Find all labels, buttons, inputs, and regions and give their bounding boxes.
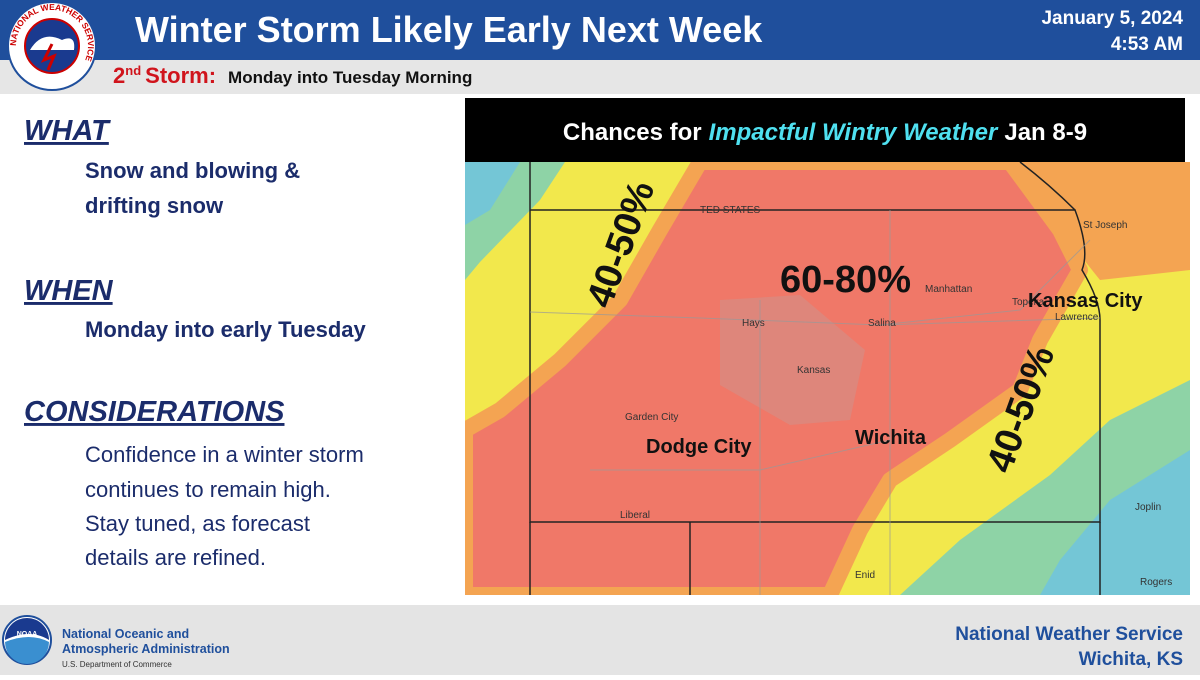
noaa-sea — [5, 637, 49, 664]
section-heading: WHAT — [24, 115, 111, 147]
section-line: continues to remain high. — [85, 477, 331, 502]
noaa-logo-text: NOAA — [17, 631, 38, 638]
zone-lowest — [465, 162, 520, 225]
subheader-bar — [0, 60, 1200, 94]
section-line: Monday into early Tuesday — [85, 317, 367, 342]
department: U.S. Department of Commerce — [62, 660, 172, 669]
place-label: TED STATES — [700, 205, 761, 216]
city-label: Kansas City — [1028, 290, 1143, 312]
zone-high-core — [720, 295, 865, 425]
date: January 5, 2024 — [1041, 8, 1183, 29]
zone-lowest — [1040, 450, 1190, 595]
agency-name: Atmospheric Administration — [62, 642, 230, 656]
footer-bar — [0, 605, 1200, 675]
agency-name: National Oceanic and — [62, 627, 189, 641]
kansas-border — [529, 162, 1101, 523]
map: TED STATES St Joseph Manhattan Topeka La… — [465, 162, 1190, 595]
place-label: Lawrence — [1055, 312, 1099, 323]
road — [590, 439, 891, 471]
storm-line: 2nd Storm: Monday into Tuesday Morning — [113, 63, 472, 88]
section-line: Stay tuned, as forecast — [85, 511, 310, 536]
office-name: National Weather Service — [955, 624, 1183, 645]
place-label: Rogers — [1140, 577, 1172, 588]
section-heading: WHEN — [24, 275, 114, 307]
place-label: Manhattan — [925, 284, 972, 295]
section-line: Confidence in a winter storm — [85, 442, 364, 467]
logo-bolt — [40, 43, 57, 71]
place-label: Garden City — [625, 412, 678, 423]
section-line: Snow and blowing & — [85, 158, 300, 183]
place-label: St Joseph — [1083, 220, 1127, 231]
noaa-sky — [5, 618, 49, 640]
state-borders — [529, 162, 1101, 595]
roads — [529, 210, 1101, 595]
storm-timing: Monday into Tuesday Morning — [228, 68, 472, 87]
logo-cloud — [30, 36, 75, 50]
road — [879, 239, 1091, 326]
place-label: Topeka — [1012, 297, 1045, 308]
border-line — [1019, 162, 1076, 211]
office-location: Wichita, KS — [1079, 649, 1183, 670]
place-label: Joplin — [1135, 502, 1161, 513]
map-title-suffix: Jan 8-9 — [1004, 119, 1087, 146]
section-line: details are refined. — [85, 545, 266, 570]
place-label: Salina — [868, 318, 896, 329]
time: 4:53 AM — [1111, 34, 1183, 55]
map-title-highlight: Impactful Wintry Weather — [709, 119, 999, 146]
storm-label: Storm: — [145, 63, 216, 88]
map-title-prefix: Chances for — [563, 119, 702, 146]
city-label: Dodge City — [646, 436, 752, 458]
place-label: Enid — [855, 570, 875, 581]
slide-title: Winter Storm Likely Early Next Week — [135, 9, 763, 50]
map-title: Chances for Impactful Wintry Weather Jan 8… — [563, 119, 1087, 146]
place-label: Hays — [742, 318, 765, 329]
city-label: Wichita — [855, 427, 927, 449]
storm-number: 2 — [113, 63, 125, 88]
section-line: drifting snow — [85, 193, 224, 218]
place-label: Kansas — [797, 365, 830, 376]
nws-logo: NATIONAL WEATHER SERVICE — [7, 1, 97, 91]
road — [529, 311, 1101, 326]
place-label: Liberal — [620, 510, 650, 521]
border-line — [529, 522, 1101, 595]
header-bar — [0, 0, 1200, 60]
probability-label: 60-80% — [780, 259, 911, 301]
noaa-logo: NOAA — [2, 615, 52, 665]
section-heading: CONSIDERATIONS — [24, 396, 285, 428]
storm-suffix: nd — [125, 63, 141, 78]
map-title-bar — [465, 98, 1185, 162]
